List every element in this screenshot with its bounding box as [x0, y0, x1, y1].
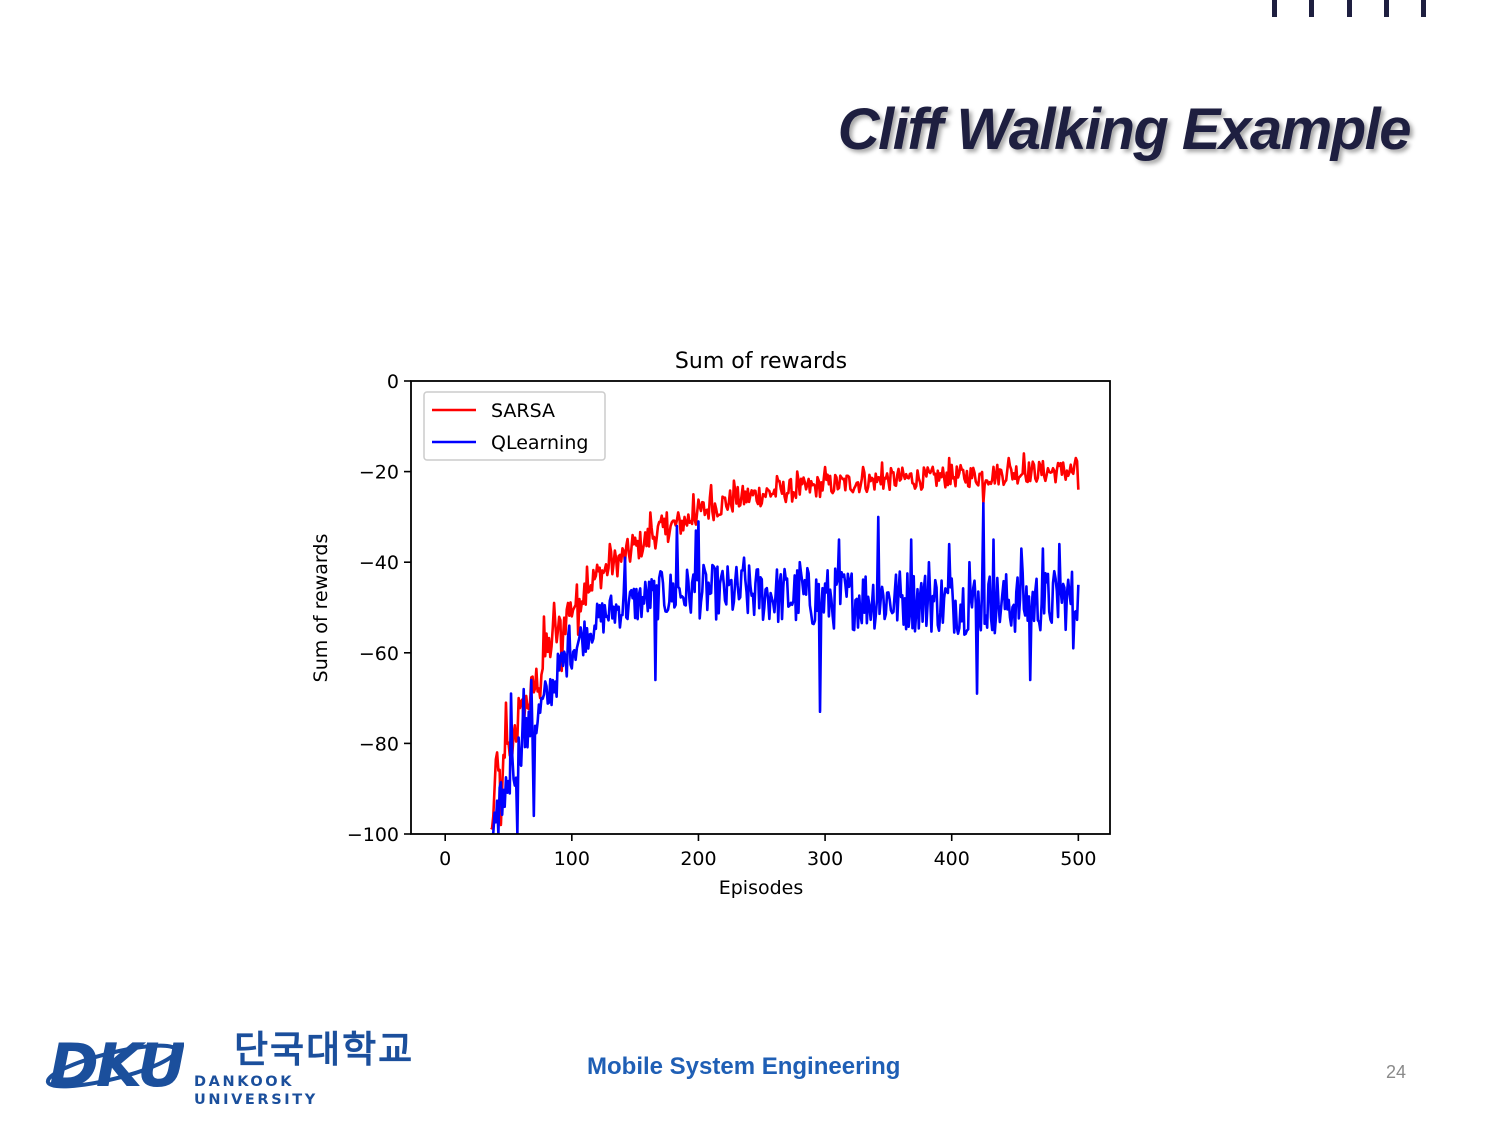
chart-title: Sum of rewards: [675, 349, 847, 374]
y-tick-label: −80: [359, 733, 399, 755]
x-tick-label: 100: [554, 848, 590, 870]
page-number: 24: [1386, 1062, 1407, 1082]
logo-mark-text: DKU: [49, 1031, 184, 1098]
course-name: Mobile System Engineering: [587, 1053, 901, 1080]
y-tick-label: −60: [359, 643, 399, 665]
legend-label-qlearning: QLearning: [491, 432, 588, 454]
logo-korean-name: 단국대학교: [234, 1028, 415, 1071]
rewards-chart: Sum of rewards Episodes Sum of rewards 0…: [300, 340, 1130, 910]
legend: SARSA QLearning: [423, 391, 606, 461]
legend-label-sarsa: SARSA: [491, 400, 555, 422]
y-tick-label: −20: [359, 462, 399, 484]
y-axis-label: Sum of rewards: [310, 534, 332, 683]
x-tick-label: 200: [680, 848, 716, 870]
header-decoration: [1272, 0, 1426, 17]
axes: 0 100 200 300 400 500 0 −20 −40 −60 −80 −100: [347, 371, 1111, 870]
x-tick-label: 400: [934, 848, 970, 870]
y-tick-label: −40: [359, 552, 399, 574]
x-tick-label: 300: [807, 848, 843, 870]
y-tick-label: 0: [387, 371, 399, 393]
slide-title: Cliff Walking Example: [837, 97, 1412, 162]
plot-frame: [410, 380, 1111, 835]
y-tick-label: −100: [347, 824, 399, 846]
university-logo: DKU 단국대학교 DANKOOK UNIVERSITY: [44, 1028, 424, 1108]
rewards-chart-svg: Sum of rewards Episodes Sum of rewards 0…: [310, 349, 1111, 899]
plot-area: [490, 452, 1080, 834]
x-axis-label: Episodes: [719, 877, 804, 899]
series-line-sarsa: [490, 452, 1080, 830]
x-tick-label: 500: [1060, 848, 1096, 870]
dku-logo-icon: DKU: [45, 1031, 184, 1098]
x-tick-label: 0: [439, 848, 451, 870]
logo-english-name: DANKOOK UNIVERSITY: [194, 1074, 318, 1108]
series-line-qlearning: [491, 502, 1080, 834]
